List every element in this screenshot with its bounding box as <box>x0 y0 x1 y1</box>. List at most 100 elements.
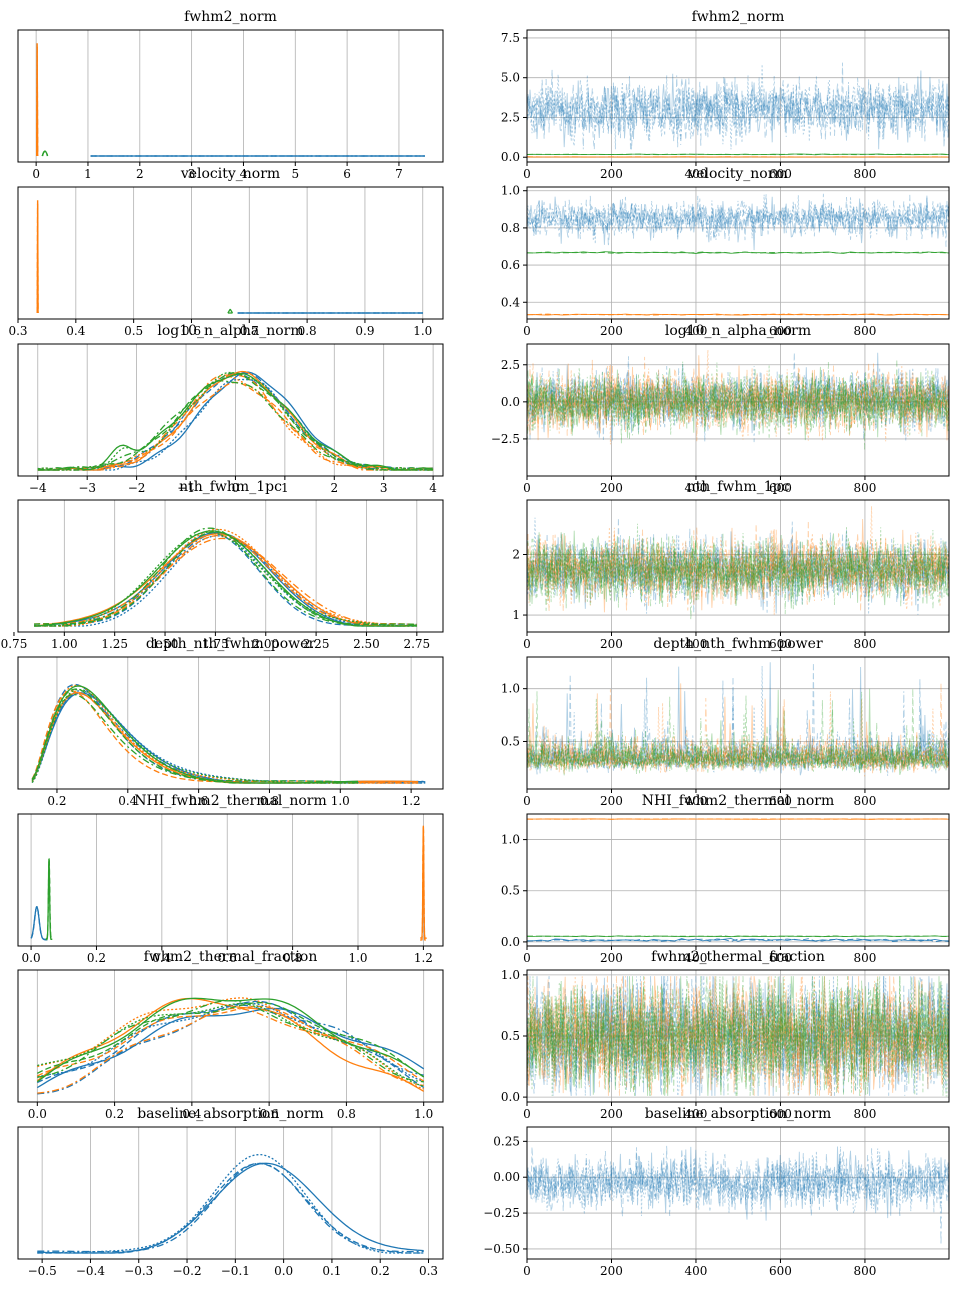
x-tick-label: 0.5 <box>124 324 143 338</box>
trace-line-orange <box>527 697 949 777</box>
kde-line-blue <box>34 532 417 626</box>
trace-line-blue <box>527 976 949 1096</box>
kde-line-green <box>37 999 424 1083</box>
y-tick-label: 0.0 <box>501 150 520 164</box>
x-tick-label: −0.1 <box>221 1264 250 1278</box>
trace-line-blue <box>527 665 949 776</box>
kde-line-orange <box>31 684 419 784</box>
trace-line-green <box>527 976 949 1096</box>
axes-frame <box>526 29 950 163</box>
trace-line-orange <box>527 313 949 316</box>
trace-line-blue <box>527 689 949 775</box>
x-tick-label: 200 <box>600 637 623 651</box>
x-tick-label: 800 <box>853 1264 876 1278</box>
panel-kde-0: 0 1 2 3 4 5 6 7 fwhm2_norm <box>17 9 444 181</box>
trace-line-green <box>527 535 949 620</box>
x-tick-label: −2 <box>128 481 146 495</box>
x-tick-label: 2.50 <box>353 637 380 651</box>
x-tick-label: 0.4 <box>182 1107 201 1121</box>
x-tick-label: −4 <box>29 481 47 495</box>
trace-line-blue <box>527 365 949 443</box>
kde-line-green <box>37 380 434 471</box>
x-tick-label: 600 <box>769 637 792 651</box>
x-tick-label: 0.9 <box>355 324 374 338</box>
series-group <box>34 527 417 627</box>
axes-frame <box>17 29 444 163</box>
y-tick-label: 0.5 <box>501 884 520 898</box>
trace-line-blue <box>527 194 949 247</box>
x-tick-label: 1.50 <box>152 637 179 651</box>
x-tick-label: −0.3 <box>124 1264 153 1278</box>
x-tick-label: 0.2 <box>371 1264 390 1278</box>
kde-line-green <box>34 530 417 627</box>
trace-line-green <box>527 935 949 938</box>
x-tick-label: 0.3 <box>419 1264 438 1278</box>
x-tick-label: 400 <box>685 167 708 181</box>
x-tick-label: 600 <box>769 1107 792 1121</box>
y-tick-label: 1.0 <box>501 184 520 198</box>
x-tick-label: 0.8 <box>283 951 302 965</box>
kde-line-orange <box>36 997 425 1092</box>
trace-line-blue <box>527 70 949 150</box>
y-tick-label: 0.5 <box>501 1029 520 1043</box>
trace-line-green <box>527 251 949 254</box>
y-tick-label: 7.5 <box>501 31 520 45</box>
y-tick-label: 2.5 <box>501 358 520 372</box>
panel-kde-2: −4 −3 −2 −1 0 1 2 3 4 log10_n_alpha_norm <box>17 323 444 495</box>
kde-line-blue <box>37 378 434 471</box>
axes-frame <box>526 1126 950 1260</box>
trace-line-orange <box>527 691 949 773</box>
y-tick-label: 0.8 <box>501 221 520 235</box>
series-group <box>527 506 949 620</box>
x-tick-label: 0.3 <box>8 324 27 338</box>
x-tick-label: 400 <box>685 1264 708 1278</box>
series-group <box>36 43 425 157</box>
axes-frame <box>526 656 950 790</box>
x-tick-label: 0.0 <box>28 1107 47 1121</box>
trace-line-blue <box>527 662 949 774</box>
trace-line-green <box>527 361 949 439</box>
y-tick-label: 1.0 <box>501 682 520 696</box>
x-tick-label: 0 <box>523 637 531 651</box>
x-tick-label: 1.25 <box>101 637 128 651</box>
panel-title: fwhm2_thermal_fraction <box>651 949 825 965</box>
trace-line-blue <box>527 1146 949 1221</box>
x-tick-label: 0.6 <box>182 324 201 338</box>
kde-line-green <box>41 150 49 157</box>
x-tick-label: 0.4 <box>152 951 171 965</box>
trace-line-green <box>527 361 949 450</box>
x-tick-label: 0.6 <box>189 794 208 808</box>
axes-frame <box>526 499 950 633</box>
x-tick-label: 400 <box>685 324 708 338</box>
x-tick-label: 800 <box>853 167 876 181</box>
x-tick-label: 200 <box>600 167 623 181</box>
x-tick-label: 400 <box>685 794 708 808</box>
y-tick-label: 0.4 <box>501 295 520 309</box>
axes-frame <box>17 499 444 633</box>
x-tick-label: 4 <box>240 167 248 181</box>
x-tick-label: 200 <box>600 1107 623 1121</box>
series-group <box>527 349 949 450</box>
x-tick-label: 0 <box>523 794 531 808</box>
trace-line-orange <box>527 527 949 612</box>
kde-line-blue <box>37 1162 424 1254</box>
x-tick-label: 0.6 <box>260 1107 279 1121</box>
x-tick-label: −3 <box>78 481 96 495</box>
x-tick-label: 0.8 <box>298 324 317 338</box>
y-tick-label: 0.6 <box>501 258 520 272</box>
y-tick-label: 1.0 <box>501 833 520 847</box>
x-tick-label: 800 <box>853 324 876 338</box>
x-tick-label: 0.8 <box>260 794 279 808</box>
x-tick-label: −0.5 <box>28 1264 57 1278</box>
panel-trace-1: 0 200 400 600 800 0.4 0.6 0.8 1.0 velocity_norm <box>501 166 950 338</box>
y-tick-label: −0.25 <box>483 1206 520 1220</box>
trace-line-green <box>527 688 949 775</box>
y-tick-label: 2 <box>512 547 520 561</box>
trace-line-green <box>527 976 949 1096</box>
series-group <box>37 370 434 471</box>
panel-title: velocity_norm <box>687 166 787 182</box>
trace-line-blue <box>527 517 949 613</box>
kde-line-blue <box>37 1162 424 1253</box>
y-tick-label: 0.5 <box>501 734 520 748</box>
trace-line-orange <box>527 349 949 445</box>
